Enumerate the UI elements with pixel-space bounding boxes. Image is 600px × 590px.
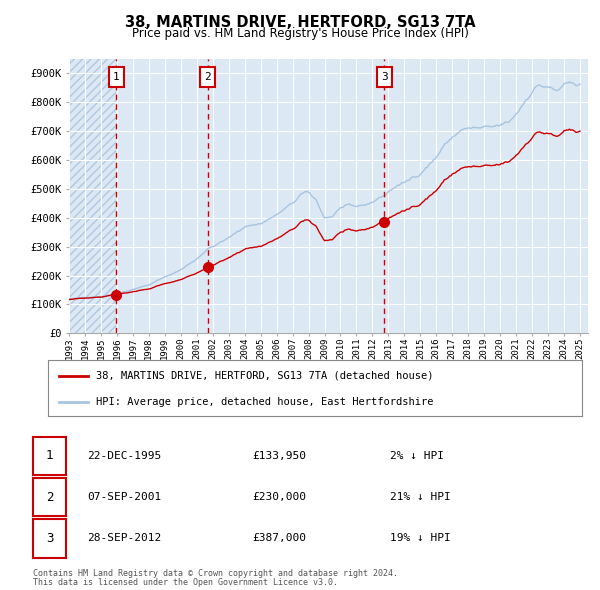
FancyBboxPatch shape bbox=[200, 67, 215, 87]
Text: 07-SEP-2001: 07-SEP-2001 bbox=[87, 492, 161, 502]
Text: 3: 3 bbox=[46, 532, 53, 545]
Text: 38, MARTINS DRIVE, HERTFORD, SG13 7TA: 38, MARTINS DRIVE, HERTFORD, SG13 7TA bbox=[125, 15, 475, 30]
Text: 2: 2 bbox=[204, 72, 211, 82]
Text: £230,000: £230,000 bbox=[252, 492, 306, 502]
Text: 38, MARTINS DRIVE, HERTFORD, SG13 7TA (detached house): 38, MARTINS DRIVE, HERTFORD, SG13 7TA (d… bbox=[96, 371, 434, 381]
Text: £133,950: £133,950 bbox=[252, 451, 306, 461]
Text: 28-SEP-2012: 28-SEP-2012 bbox=[87, 533, 161, 543]
FancyBboxPatch shape bbox=[109, 67, 124, 87]
Text: This data is licensed under the Open Government Licence v3.0.: This data is licensed under the Open Gov… bbox=[33, 578, 338, 588]
Text: 1: 1 bbox=[46, 449, 53, 463]
Text: 2: 2 bbox=[46, 490, 53, 504]
Text: 22-DEC-1995: 22-DEC-1995 bbox=[87, 451, 161, 461]
FancyBboxPatch shape bbox=[377, 67, 392, 87]
Text: Price paid vs. HM Land Registry's House Price Index (HPI): Price paid vs. HM Land Registry's House … bbox=[131, 27, 469, 40]
Text: 1: 1 bbox=[113, 72, 120, 82]
Text: HPI: Average price, detached house, East Hertfordshire: HPI: Average price, detached house, East… bbox=[96, 397, 434, 407]
Text: 19% ↓ HPI: 19% ↓ HPI bbox=[390, 533, 451, 543]
Text: £387,000: £387,000 bbox=[252, 533, 306, 543]
Text: 3: 3 bbox=[381, 72, 388, 82]
Text: 2% ↓ HPI: 2% ↓ HPI bbox=[390, 451, 444, 461]
Text: Contains HM Land Registry data © Crown copyright and database right 2024.: Contains HM Land Registry data © Crown c… bbox=[33, 569, 398, 578]
Bar bbox=[69, 59, 116, 333]
Text: 21% ↓ HPI: 21% ↓ HPI bbox=[390, 492, 451, 502]
